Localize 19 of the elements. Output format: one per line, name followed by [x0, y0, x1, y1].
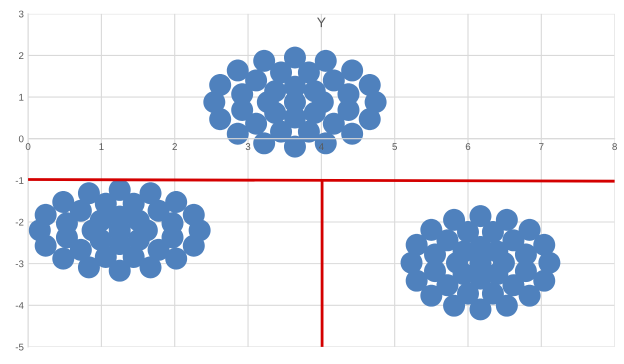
y-tick-label: 0: [18, 135, 24, 142]
x-tick-label: 6: [466, 143, 470, 150]
x-tick-label: 5: [392, 143, 397, 150]
x-tick-label: 8: [612, 143, 617, 150]
y-tick-label: 1: [19, 94, 24, 101]
y-tick-label: -4: [16, 302, 24, 309]
y-tick-label: 2: [18, 52, 24, 59]
x-tick-label: 1: [99, 143, 104, 150]
x-tick-label: 7: [539, 143, 544, 150]
y-tick-label: 3: [18, 10, 24, 18]
y-tick-label: -2: [16, 218, 24, 226]
chart-title: Y: [317, 18, 326, 28]
y-tick-label: -3: [16, 260, 24, 268]
x-tick-label: 3: [246, 143, 250, 150]
y-tick-label: -5: [16, 344, 24, 351]
x-tick-label: 0: [26, 143, 30, 150]
x-tick-label: 4: [318, 143, 324, 150]
x-tick-label: 2: [172, 143, 177, 150]
y-tick-label: -1: [16, 177, 24, 184]
